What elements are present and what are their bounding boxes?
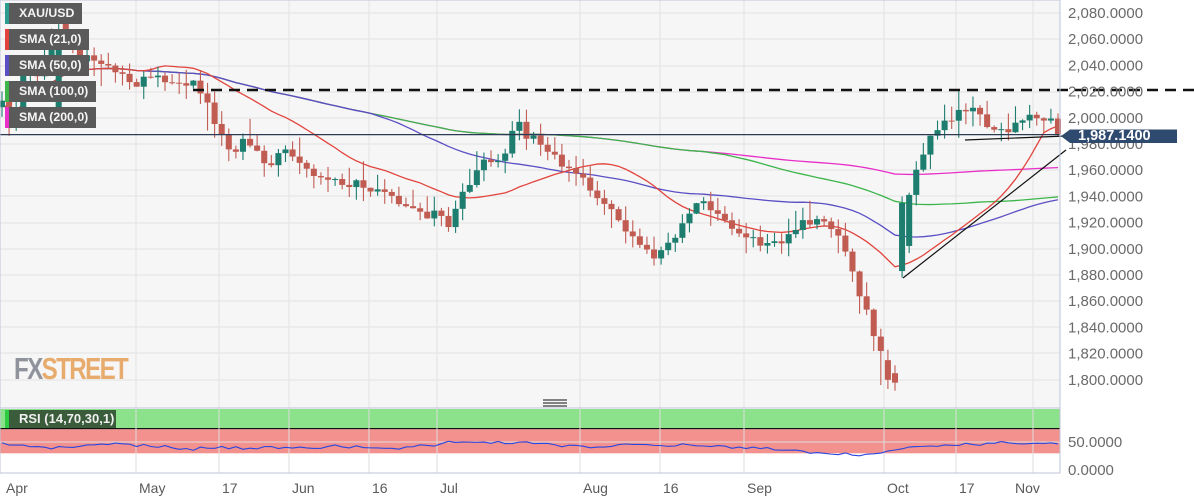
svg-text:1,820.0000: 1,820.0000 (1068, 346, 1143, 363)
svg-text:50.0000: 50.0000 (1068, 434, 1122, 451)
svg-text:Apr: Apr (6, 480, 28, 496)
svg-text:1,987.1400: 1,987.1400 (1078, 128, 1151, 144)
svg-text:1,860.0000: 1,860.0000 (1068, 293, 1143, 310)
svg-text:Nov: Nov (1015, 480, 1040, 496)
svg-text:May: May (139, 480, 165, 496)
svg-text:Oct: Oct (887, 480, 909, 496)
svg-text:2,080.0000: 2,080.0000 (1068, 5, 1143, 22)
svg-text:0.0000: 0.0000 (1068, 462, 1114, 479)
svg-text:1,960.0000: 1,960.0000 (1068, 162, 1143, 179)
svg-text:2,040.0000: 2,040.0000 (1068, 57, 1143, 74)
svg-text:1,800.0000: 1,800.0000 (1068, 372, 1143, 389)
svg-text:16: 16 (663, 480, 679, 496)
svg-text:Jul: Jul (440, 480, 458, 496)
svg-text:1,900.0000: 1,900.0000 (1068, 241, 1143, 258)
svg-text:17: 17 (222, 480, 238, 496)
svg-text:1,840.0000: 1,840.0000 (1068, 319, 1143, 336)
svg-text:2,060.0000: 2,060.0000 (1068, 31, 1143, 48)
svg-text:16: 16 (372, 480, 388, 496)
svg-text:2,000.0000: 2,000.0000 (1068, 110, 1143, 127)
svg-text:Sep: Sep (747, 480, 772, 496)
svg-text:Jun: Jun (292, 480, 315, 496)
svg-text:2,020.0000: 2,020.0000 (1068, 84, 1143, 101)
svg-text:1,940.0000: 1,940.0000 (1068, 188, 1143, 205)
svg-text:17: 17 (959, 480, 975, 496)
svg-text:1,880.0000: 1,880.0000 (1068, 267, 1143, 284)
svg-text:Aug: Aug (583, 480, 608, 496)
svg-text:1,920.0000: 1,920.0000 (1068, 215, 1143, 232)
